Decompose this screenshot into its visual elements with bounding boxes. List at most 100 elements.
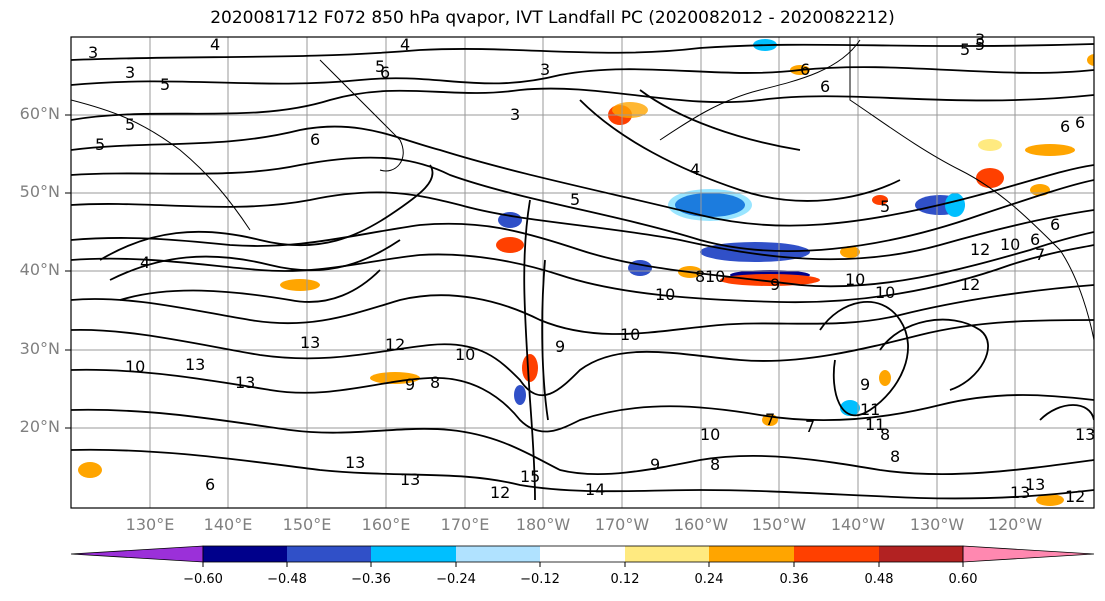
lon-label-120w: 120°W [987,515,1043,534]
colorbar-tick-label: −0.12 [520,572,560,587]
contour-label: 11 [860,400,880,419]
contour-label: 7 [765,410,775,429]
contour-label: 6 [380,63,390,82]
contour-label: 10 [705,267,725,286]
contour-label: 5 [880,197,890,216]
lon-label-150w: 150°W [751,515,807,534]
lon-label-160w: 160°W [673,515,729,534]
colorbar-tick-label: 0.48 [864,572,894,587]
lat-label-30n: 30°N [19,339,60,358]
colorbar-segment [456,546,540,562]
colorbar-segment [540,546,625,562]
contour-label: 13 [300,333,320,352]
colorbar-segment [371,546,456,562]
contour-label: 10 [455,345,475,364]
contour-label: 5 [375,57,385,76]
contour-label: 8 [430,373,440,392]
contour-label: 12 [1065,487,1085,506]
colorbar-tick-label: −0.48 [267,572,307,587]
contour-label: 12 [490,483,510,502]
contour-label: 5 [95,135,105,154]
contour-label: 10 [125,357,145,376]
lon-label-130w: 130°W [909,515,965,534]
contour-label: 6 [205,475,215,494]
contour-label: 9 [650,455,660,474]
contour-label: 13 [1075,425,1095,444]
colorbar-tick-label: 0.60 [948,572,978,587]
contour-label: 4 [400,35,410,54]
contour-label: 6 [820,77,830,96]
colorbar-segment [709,546,794,562]
colorbar-tick-label: −0.60 [183,572,223,587]
lon-label-170e: 170°E [440,515,490,534]
contour-label: 6 [1050,215,1060,234]
lon-label-140w: 140°W [830,515,886,534]
contour-label: 10 [1000,235,1020,254]
lon-label-170w: 170°W [594,515,650,534]
contour-label: 15 [520,467,540,486]
colorbar-segment [203,546,287,562]
colorbar-tick-label: 0.36 [779,572,809,587]
contour-label: 13 [1010,483,1030,502]
colorbar-segment [794,546,879,562]
contour-label: 13 [345,453,365,472]
contour-label: 5 [125,115,135,134]
lon-label-130e: 130°E [125,515,175,534]
contour-label: 4 [140,253,150,272]
colorbar-segment [70,545,204,563]
contour-label: 12 [960,275,980,294]
contour-label: 7 [805,417,815,436]
contour-label: 14 [585,480,605,499]
contour-label: 9 [860,375,870,394]
contour-label: 9 [555,337,565,356]
lon-label-150e: 150°E [282,515,332,534]
contour-label: 8 [890,447,900,466]
contour-label: 9 [405,375,415,394]
contour-label: 5 [975,35,985,54]
lat-ticks [65,114,71,429]
contour-label: 8 [880,425,890,444]
coastlines [71,37,1094,341]
colorbar-tick-label: 0.12 [610,572,640,587]
contour-label: 5 [570,190,580,209]
qvapor-contours [71,43,1094,501]
contour-label: 13 [400,470,420,489]
lat-label-50n: 50°N [19,182,60,201]
contour-label: 11 [865,415,885,434]
contour-label: 5 [160,75,170,94]
contour-label: 6 [1060,117,1070,136]
contour-label: 13 [1025,475,1045,494]
contour-label: 3 [510,105,520,124]
contour-label: 5 [960,40,970,59]
contour-label: 6 [310,130,320,149]
contour-label: 10 [620,325,640,344]
colorbar-tick-label: 0.24 [694,572,724,587]
lon-label-140e: 140°E [203,515,253,534]
contour-label: 13 [235,373,255,392]
colorbar-segment [962,545,1095,563]
contour-label: 6 [1030,230,1040,249]
contour-label: 9 [770,275,780,294]
contour-label: 6 [800,60,810,79]
lon-label-180w: 180°W [515,515,571,534]
colorbar-segment [879,546,963,562]
contour-label: 4 [690,160,700,179]
contour-label: 3 [540,60,550,79]
lat-label-60n: 60°N [19,104,60,123]
map-frame [70,36,1095,509]
map-title: 2020081712 F072 850 hPa qvapor, IVT Land… [210,8,895,28]
contour-label: 8 [695,267,705,286]
contour-label: 10 [700,425,720,444]
colorbar-tick-label: −0.36 [351,572,391,587]
contour-label: 10 [845,270,865,289]
contour-label: 3 [125,63,135,82]
colorbar-segment [287,546,371,562]
contour-label: 10 [655,285,675,304]
contour-label: 13 [185,355,205,374]
contour-label: 6 [1075,113,1085,132]
contour-label: 12 [385,335,405,354]
colorbar-tick-label: −0.24 [436,572,476,587]
